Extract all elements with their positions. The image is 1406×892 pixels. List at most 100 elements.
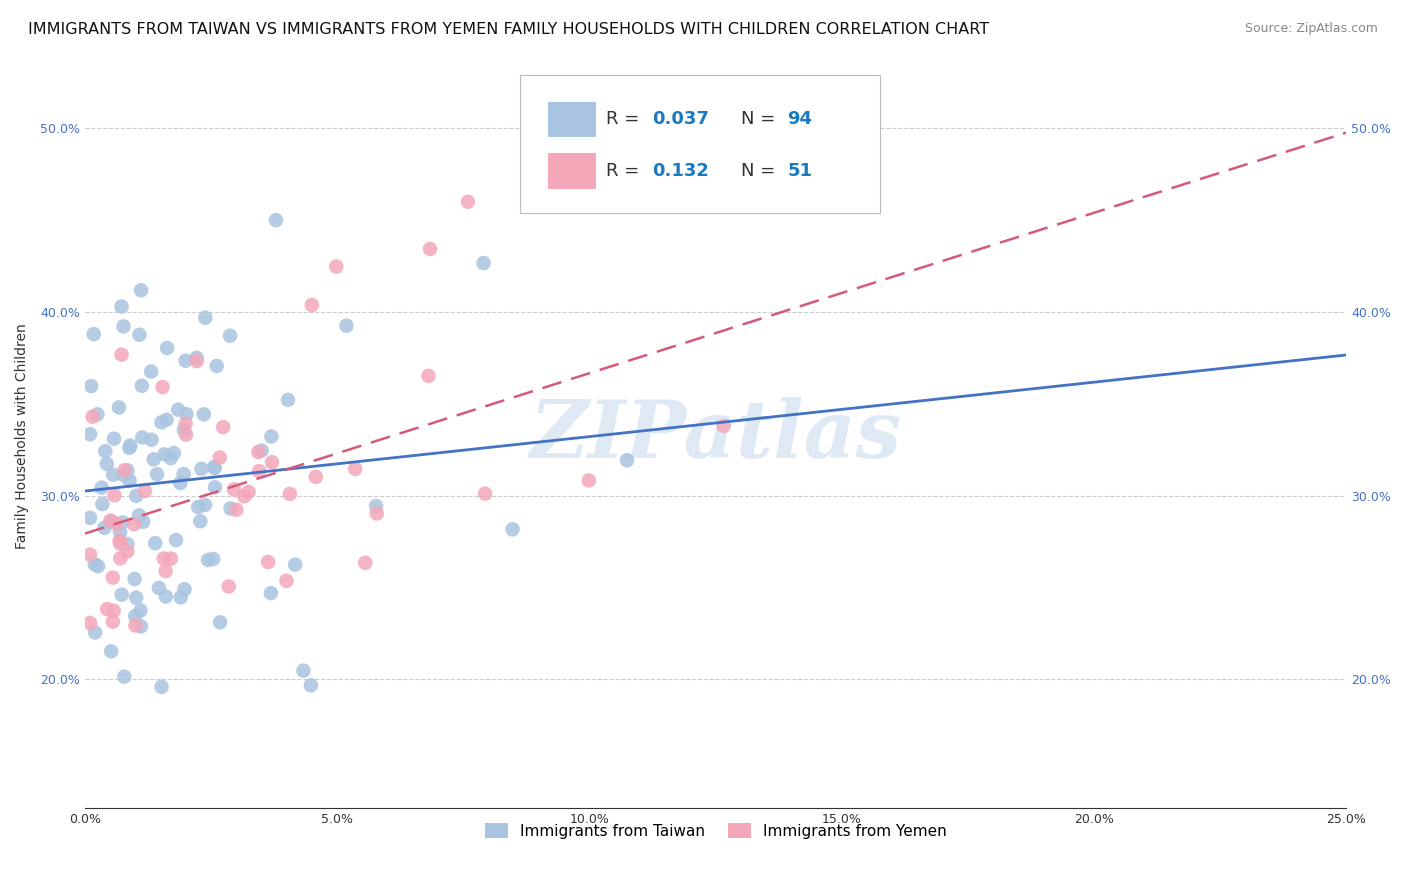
Point	[354, 556, 377, 570]
Point	[117, 544, 139, 558]
Point	[187, 500, 209, 514]
Point	[176, 407, 198, 421]
Text: IMMIGRANTS FROM TAIWAN VS IMMIGRANTS FROM YEMEN FAMILY HOUSEHOLDS WITH CHILDREN : IMMIGRANTS FROM TAIWAN VS IMMIGRANTS FRO…	[28, 22, 990, 37]
Point	[194, 310, 217, 325]
Point	[91, 497, 114, 511]
Point	[188, 514, 211, 528]
Point	[257, 555, 280, 569]
Point	[155, 590, 177, 604]
Point	[101, 467, 124, 482]
Point	[132, 515, 155, 529]
Point	[103, 432, 125, 446]
Text: N =: N =	[741, 111, 780, 128]
Point	[108, 533, 131, 548]
Point	[299, 678, 322, 692]
Point	[222, 483, 245, 497]
Point	[186, 354, 208, 368]
Point	[152, 551, 174, 566]
Point	[122, 517, 145, 532]
Point	[108, 536, 131, 550]
Point	[100, 644, 122, 658]
Point	[111, 588, 134, 602]
Point	[264, 213, 287, 227]
Text: 51: 51	[787, 162, 813, 180]
Point	[418, 368, 440, 383]
Point	[100, 514, 122, 528]
Point	[174, 353, 197, 368]
Point	[131, 430, 153, 444]
Point	[578, 474, 600, 488]
Point	[100, 514, 122, 528]
Point	[474, 486, 496, 500]
Point	[124, 572, 146, 586]
Point	[278, 487, 301, 501]
Point	[155, 564, 177, 578]
Point	[110, 551, 132, 566]
Point	[218, 579, 240, 593]
Point	[159, 451, 181, 466]
Point	[457, 194, 479, 209]
Point	[165, 533, 187, 548]
Point	[170, 591, 193, 605]
Point	[117, 463, 139, 477]
Point	[169, 475, 191, 490]
Point	[142, 452, 165, 467]
Point	[301, 298, 323, 312]
Point	[204, 461, 226, 475]
Point	[117, 537, 139, 551]
Point	[250, 443, 273, 458]
Point	[112, 670, 135, 684]
Point	[260, 586, 283, 600]
Point	[82, 409, 104, 424]
Point	[197, 553, 219, 567]
Point	[292, 664, 315, 678]
Point	[163, 446, 186, 460]
Point	[167, 402, 190, 417]
Point	[108, 524, 131, 539]
Point	[219, 328, 242, 343]
Point	[472, 256, 495, 270]
Point	[713, 419, 735, 434]
Point	[112, 463, 135, 477]
Point	[110, 348, 132, 362]
Point	[79, 548, 101, 562]
Point	[238, 484, 260, 499]
Point	[153, 447, 176, 461]
Point	[141, 433, 163, 447]
Point	[79, 615, 101, 630]
Point	[96, 602, 118, 616]
Point	[225, 502, 247, 516]
Point	[150, 680, 173, 694]
Point	[118, 441, 141, 455]
Point	[143, 536, 166, 550]
Point	[325, 260, 347, 274]
Text: ZIPatlas: ZIPatlas	[530, 397, 901, 475]
Point	[93, 521, 115, 535]
Point	[335, 318, 357, 333]
Point	[83, 557, 105, 571]
Point	[103, 488, 125, 502]
Point	[173, 423, 195, 437]
Point	[204, 480, 226, 494]
Point	[129, 283, 152, 297]
Y-axis label: Family Households with Children: Family Households with Children	[15, 323, 30, 549]
Point	[276, 574, 298, 588]
Point	[419, 242, 441, 256]
Point	[277, 392, 299, 407]
Text: 94: 94	[787, 111, 813, 128]
Point	[186, 351, 208, 365]
Point	[120, 438, 142, 452]
Point	[139, 365, 162, 379]
Point	[90, 481, 112, 495]
Point	[84, 625, 107, 640]
Point	[247, 445, 270, 459]
Point	[194, 498, 217, 512]
Text: 0.132: 0.132	[652, 162, 710, 180]
Point	[208, 450, 231, 465]
Point	[86, 408, 108, 422]
Point	[96, 457, 118, 471]
Point	[233, 489, 256, 503]
Point	[112, 319, 135, 334]
Point	[219, 501, 242, 516]
Point	[205, 359, 228, 373]
